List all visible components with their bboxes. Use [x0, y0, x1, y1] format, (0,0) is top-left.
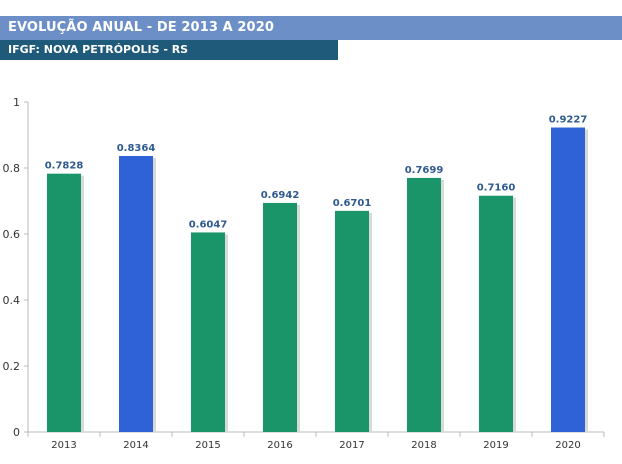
bar-2015 [191, 232, 225, 432]
x-tick-label: 2018 [411, 440, 436, 451]
y-tick-label: 0.8 [3, 162, 21, 175]
x-tick-label: 2015 [195, 440, 220, 451]
y-tick-label: 0.4 [3, 294, 21, 307]
y-tick-label: 0.6 [3, 228, 21, 241]
x-tick-label: 2016 [267, 440, 292, 451]
bar-2016 [263, 202, 297, 432]
data-label: 0.6701 [333, 198, 372, 209]
bar-2017 [335, 210, 369, 432]
data-label: 0.9227 [549, 115, 588, 126]
data-label: 0.7160 [477, 183, 516, 194]
chart-bars [47, 127, 588, 432]
data-label: 0.8364 [117, 143, 156, 154]
data-label: 0.6047 [189, 219, 228, 230]
x-tick-label: 2017 [339, 440, 364, 451]
data-label: 0.6942 [261, 190, 300, 201]
data-label: 0.7699 [405, 165, 444, 176]
bar-2013 [47, 173, 81, 432]
bar-2018 [407, 177, 441, 432]
chart-labels: 2013 0.7828 2014 0.8364 2015 0.6047 2016 0.6942… [45, 115, 588, 451]
bar-2020 [551, 127, 585, 432]
chart-title: EVOLUÇÃO ANUAL - DE 2013 A 2020 [8, 20, 274, 35]
x-tick-label: 2014 [123, 440, 148, 451]
subtitle-bar: IFGF: NOVA PETRÓPOLIS - RS [0, 40, 338, 60]
data-label: 0.7828 [45, 161, 84, 172]
bar-2014 [119, 155, 153, 432]
x-tick-label: 2020 [555, 440, 580, 451]
chart-subtitle: IFGF: NOVA PETRÓPOLIS - RS [8, 43, 189, 56]
x-tick-label: 2013 [51, 440, 76, 451]
title-bar: EVOLUÇÃO ANUAL - DE 2013 A 2020 [0, 16, 622, 40]
y-tick-label: 1 [13, 96, 20, 109]
y-tick-label: 0.2 [3, 360, 21, 373]
y-tick-label: 0 [13, 426, 20, 439]
x-tick-label: 2019 [483, 440, 508, 451]
bar-2019 [479, 195, 513, 432]
